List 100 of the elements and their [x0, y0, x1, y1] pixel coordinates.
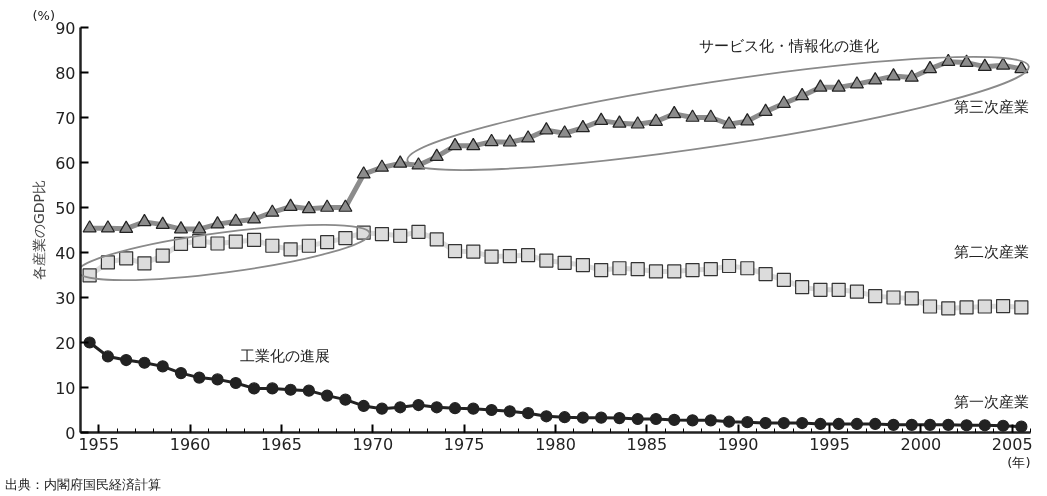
point: [558, 411, 571, 424]
point: [850, 417, 864, 431]
point: [868, 72, 883, 85]
point: [393, 228, 408, 243]
annotation: サービス化・情報化の進化: [698, 36, 879, 55]
point: [521, 130, 536, 143]
point: [612, 115, 627, 128]
point: [192, 220, 207, 234]
point: [777, 416, 790, 430]
point: [321, 389, 334, 402]
point: [138, 356, 151, 369]
point: [394, 401, 407, 414]
point: [266, 382, 279, 395]
x-tick-label: 1985: [626, 434, 668, 454]
point: [301, 200, 316, 214]
point: [668, 413, 681, 426]
x-tick-label: 1970: [352, 434, 394, 454]
point: [831, 282, 846, 297]
series-label: 第三次産業: [954, 97, 1030, 116]
point: [120, 353, 133, 367]
point: [429, 232, 444, 247]
point: [667, 105, 682, 119]
point: [100, 255, 115, 270]
point: [357, 399, 370, 413]
y-tick-label: 30: [55, 288, 76, 308]
point: [320, 235, 335, 250]
point: [796, 416, 809, 430]
point: [978, 419, 991, 432]
point: [503, 405, 516, 418]
point: [557, 255, 572, 270]
point: [265, 204, 280, 217]
point: [539, 121, 554, 135]
point: [393, 155, 408, 168]
point: [447, 244, 463, 259]
point: [831, 79, 846, 92]
point: [374, 226, 390, 242]
point: [868, 289, 883, 304]
point: [703, 109, 718, 122]
point: [448, 402, 462, 415]
point: [667, 264, 682, 279]
point: [631, 412, 644, 426]
point: [630, 116, 645, 129]
point: [977, 58, 992, 71]
point: [411, 224, 426, 239]
point: [339, 393, 352, 406]
point: [905, 418, 918, 431]
point: [466, 244, 481, 259]
point: [211, 373, 224, 386]
point: [156, 360, 169, 373]
point: [776, 272, 791, 288]
point: [649, 412, 663, 426]
point: [759, 416, 772, 430]
point: [447, 137, 463, 151]
point: [576, 411, 589, 424]
point: [740, 112, 755, 126]
point: [942, 418, 955, 431]
y-tick-label: 60: [55, 153, 76, 173]
point: [265, 238, 280, 253]
y-tick-label: 70: [55, 108, 76, 128]
annotation: 工業化の進展: [239, 346, 330, 365]
x-tick-label: 1990: [717, 434, 759, 454]
point: [959, 300, 974, 315]
point: [758, 267, 773, 282]
point: [685, 262, 700, 278]
point: [941, 301, 956, 316]
point: [522, 407, 535, 420]
point: [941, 53, 956, 67]
point: [119, 220, 134, 233]
point: [193, 371, 206, 384]
point: [758, 103, 773, 116]
point: [1014, 300, 1029, 315]
point: [82, 220, 97, 233]
point: [137, 213, 152, 227]
point: [960, 419, 973, 432]
point: [210, 236, 225, 251]
point: [338, 199, 353, 212]
y-tick-label: 50: [55, 198, 76, 218]
point: [173, 220, 189, 234]
point: [100, 220, 115, 233]
point: [119, 251, 134, 266]
point: [648, 264, 664, 279]
point: [1014, 60, 1029, 74]
point: [375, 402, 389, 415]
text: (%): [32, 7, 55, 23]
point: [155, 248, 170, 263]
point: [977, 299, 992, 314]
point: [540, 410, 553, 423]
point: [247, 382, 261, 395]
point: [741, 416, 754, 429]
x-tick-label: 1995: [809, 434, 850, 454]
point: [83, 336, 96, 349]
point: [849, 76, 865, 89]
y-tick-label: 80: [55, 63, 76, 83]
point: [721, 258, 737, 274]
point: [686, 414, 699, 427]
y-tick-label: 20: [55, 333, 76, 353]
point: [869, 417, 882, 431]
x-tick-label: 1965: [261, 434, 302, 454]
point: [922, 60, 938, 74]
point: [722, 415, 736, 428]
